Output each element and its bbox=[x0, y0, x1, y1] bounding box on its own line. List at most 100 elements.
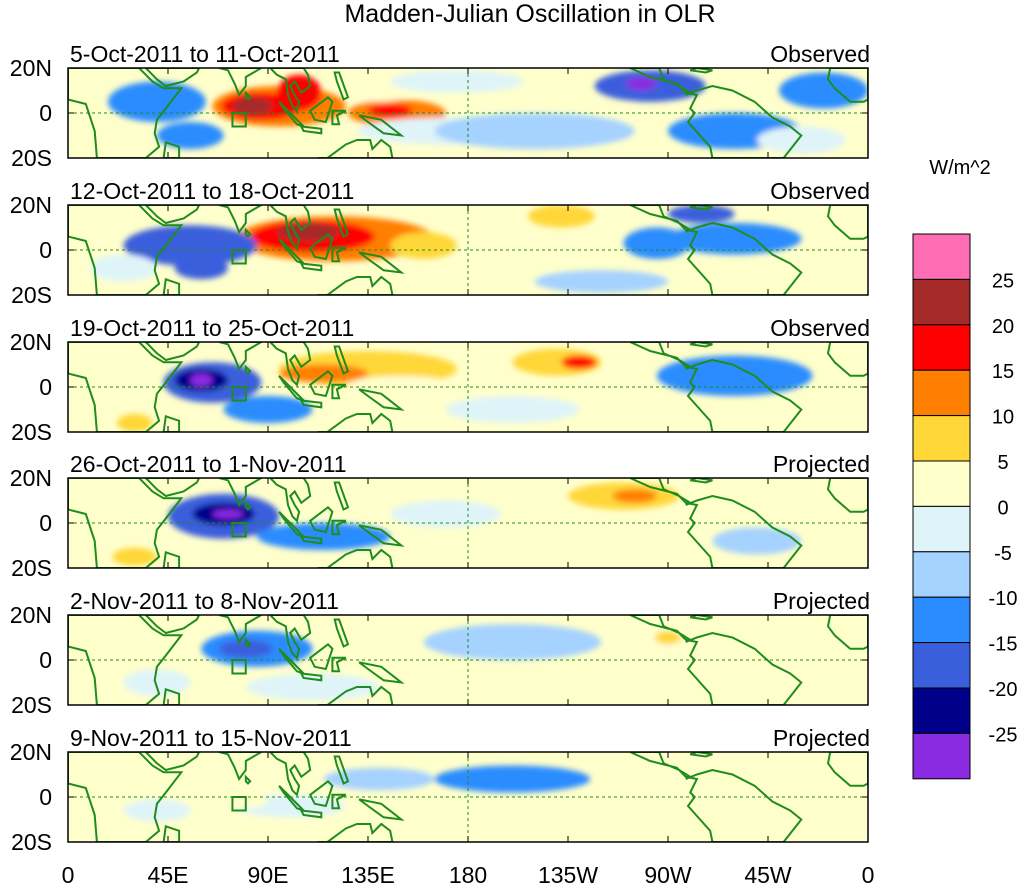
anomaly-cell-9 bbox=[668, 223, 802, 255]
coastline-13 bbox=[317, 822, 394, 842]
anomaly-cell-8 bbox=[123, 669, 191, 696]
legend-swatch-6 bbox=[912, 460, 971, 507]
x-tick-label: 90E bbox=[248, 862, 289, 887]
coastline-9 bbox=[308, 95, 334, 124]
coastline-2 bbox=[144, 205, 201, 225]
anomaly-field bbox=[123, 765, 724, 829]
coastline-15 bbox=[689, 342, 713, 348]
legend-level-label: -10 bbox=[989, 588, 1018, 610]
coastline-5 bbox=[244, 227, 252, 238]
panel-1: 20N 0 20S 5-Oct-2011 to 11-Oct-2011 Observed bbox=[10, 41, 870, 171]
coastline-6 bbox=[268, 615, 312, 660]
anomaly-cell-8 bbox=[390, 500, 502, 528]
legend-level-label: -5 bbox=[994, 543, 1012, 565]
coastline-8 bbox=[299, 535, 323, 545]
coastline-3 bbox=[162, 687, 181, 705]
panel-kind-label: Observed bbox=[770, 315, 870, 341]
anomaly-cell-3 bbox=[190, 373, 213, 387]
coastline-1 bbox=[68, 752, 184, 842]
panels-group: 20N 0 20S 5-Oct-2011 to 11-Oct-2011 Observed… bbox=[10, 41, 870, 855]
legend-swatch-8 bbox=[912, 551, 971, 598]
coastline-8 bbox=[299, 262, 323, 272]
coastline-5 bbox=[244, 637, 252, 648]
legend-swatch-11 bbox=[912, 687, 971, 734]
anomaly-cell-6 bbox=[512, 348, 602, 376]
anomaly-cell-17 bbox=[756, 126, 846, 154]
panel-period-label: 9-Nov-2011 to 15-Nov-2011 bbox=[70, 725, 352, 751]
anomaly-cell-11 bbox=[108, 81, 206, 122]
legend-swatch-3 bbox=[912, 324, 971, 371]
coastline-12 bbox=[358, 524, 405, 547]
anomaly-cell-7 bbox=[561, 355, 597, 369]
coastline-11 bbox=[333, 618, 350, 648]
anomaly-cell-5 bbox=[245, 673, 380, 701]
legend-level-label: 10 bbox=[992, 407, 1014, 429]
coastline-3 bbox=[162, 414, 181, 432]
anomaly-cell-4 bbox=[654, 630, 682, 645]
y-tick-label: 0 bbox=[39, 510, 52, 536]
anomaly-field bbox=[116, 348, 813, 432]
anomaly-cell-12 bbox=[156, 122, 224, 149]
x-axis: 0 45E 90E 135E 180 135W 90W 45W 0 bbox=[62, 862, 875, 887]
legend-swatch-4 bbox=[912, 369, 971, 417]
anomaly-cell-10 bbox=[625, 77, 657, 91]
coastline-2 bbox=[144, 752, 201, 772]
coastline-14 bbox=[629, 752, 803, 842]
coastline-4 bbox=[218, 68, 264, 98]
coastline-14 bbox=[629, 68, 803, 158]
y-tick-label: 20N bbox=[10, 192, 52, 218]
coastline-3 bbox=[162, 277, 181, 295]
chart-title: Madden-Julian Oscillation in OLR bbox=[344, 0, 715, 28]
coastline-5 bbox=[244, 90, 252, 101]
y-tick-label: 0 bbox=[39, 647, 52, 673]
coastline-1 bbox=[68, 68, 184, 158]
coastline-15 bbox=[689, 478, 713, 484]
region-box-marker bbox=[231, 386, 247, 402]
anomaly-cell-10 bbox=[668, 205, 735, 223]
anomaly-cell-1 bbox=[434, 765, 591, 793]
legend-units-label: W/m^2 bbox=[929, 157, 991, 179]
anomaly-cell-7 bbox=[256, 523, 391, 550]
anomaly-cell-14 bbox=[390, 70, 524, 93]
panel-kind-label: Observed bbox=[770, 178, 870, 204]
y-tick-label: 0 bbox=[39, 237, 52, 263]
coastline-6 bbox=[268, 205, 312, 250]
legend-swatch-10 bbox=[912, 642, 971, 689]
region-box-marker bbox=[231, 522, 247, 538]
coastline-10 bbox=[331, 656, 347, 673]
coastline-10 bbox=[331, 793, 347, 810]
coastlines bbox=[68, 615, 868, 705]
anomaly-cell-6 bbox=[368, 104, 413, 118]
coastline-3 bbox=[162, 550, 181, 568]
coastline-3 bbox=[162, 824, 181, 842]
region-box-marker bbox=[231, 112, 247, 128]
anomaly-cell-6 bbox=[123, 799, 191, 822]
panel-4: 20N 0 20S 26-Oct-2011 to 1-Nov-2011 Projecte… bbox=[10, 451, 870, 581]
legend-level-label: 0 bbox=[997, 497, 1008, 519]
x-tick-label: 135W bbox=[538, 862, 598, 887]
coastline-4 bbox=[218, 615, 264, 645]
coastline-12 bbox=[358, 388, 405, 411]
color-legend: W/m^2 25 20 15 10 5 0 -5 -10 -15 -20 -25 bbox=[912, 157, 1018, 780]
legend-level-label: -20 bbox=[989, 679, 1018, 701]
legend-level-label: 5 bbox=[997, 452, 1008, 474]
region-box-marker bbox=[231, 659, 247, 675]
panel-kind-label: Observed bbox=[770, 41, 870, 67]
coastline-13 bbox=[317, 685, 394, 705]
coastline-11 bbox=[333, 481, 350, 511]
coastline-16 bbox=[826, 342, 868, 377]
coastline-16 bbox=[826, 68, 868, 103]
coastline-13 bbox=[317, 138, 394, 158]
legend-swatch-5 bbox=[912, 415, 971, 462]
coastline-1 bbox=[68, 342, 184, 432]
panel-2: 20N 0 20S 12-Oct-2011 to 18-Oct-2011 Observe… bbox=[10, 178, 870, 308]
coastline-5 bbox=[244, 500, 252, 511]
coastline-11 bbox=[333, 755, 350, 785]
coastline-9 bbox=[308, 232, 334, 261]
anomaly-cell-5 bbox=[612, 489, 657, 503]
coastline-16 bbox=[826, 478, 868, 513]
coastline-15 bbox=[689, 68, 713, 74]
anomaly-cell-12 bbox=[534, 270, 668, 293]
anomaly-cell-16 bbox=[779, 72, 868, 109]
x-tick-label: 45W bbox=[744, 862, 792, 887]
